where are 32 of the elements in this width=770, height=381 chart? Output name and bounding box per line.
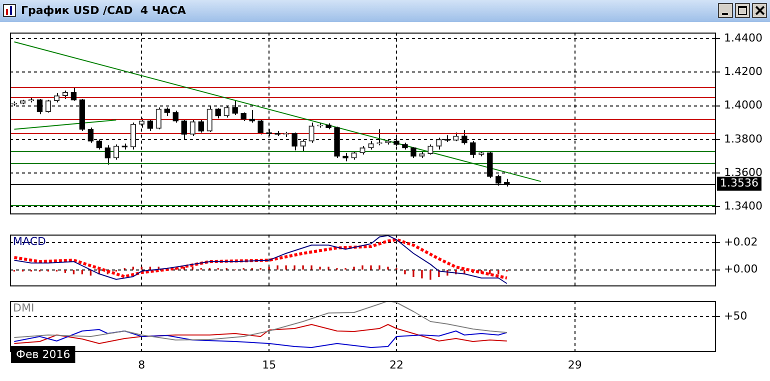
x-tick-label: 29 xyxy=(568,358,582,372)
x-tick-label: 8 xyxy=(138,358,146,372)
candlestick xyxy=(54,92,60,103)
candlestick xyxy=(249,109,255,124)
candlestick xyxy=(104,144,111,166)
chart-title: DMI xyxy=(13,301,34,314)
candlestick xyxy=(308,122,314,144)
chart-title: MACD xyxy=(13,234,46,248)
candlestick xyxy=(428,144,434,156)
candlestick xyxy=(215,108,221,119)
candlestick xyxy=(113,144,120,160)
candlestick xyxy=(156,106,162,130)
x-tick-label: 15 xyxy=(262,358,276,372)
y-tick-label: 1.3400 xyxy=(724,200,762,213)
annotation: Фев 2016 xyxy=(16,348,70,361)
y-tick-label: +0.00 xyxy=(724,262,758,276)
text: +50 xyxy=(724,309,748,322)
y-tick-label: 1.3800 xyxy=(724,132,762,146)
candlestick xyxy=(172,110,178,124)
ref-line-label: 1.3536 xyxy=(720,176,758,190)
candlestick xyxy=(70,86,77,102)
candlestick xyxy=(147,120,153,132)
y-tick-label: 1.4000 xyxy=(724,98,762,112)
candlestick xyxy=(198,118,204,134)
y-tick-label: 1.3600 xyxy=(724,166,762,179)
candlestick xyxy=(190,120,196,137)
y-tick-label: 1.4400 xyxy=(724,31,762,44)
candlestick xyxy=(258,120,264,135)
x-tick-label: 22 xyxy=(389,358,404,372)
y-tick-label: 1.4200 xyxy=(724,64,762,78)
chart-title: График USD /CAD 4 ЧАСА xyxy=(21,4,186,17)
y-tick-label: +0.02 xyxy=(724,235,758,248)
